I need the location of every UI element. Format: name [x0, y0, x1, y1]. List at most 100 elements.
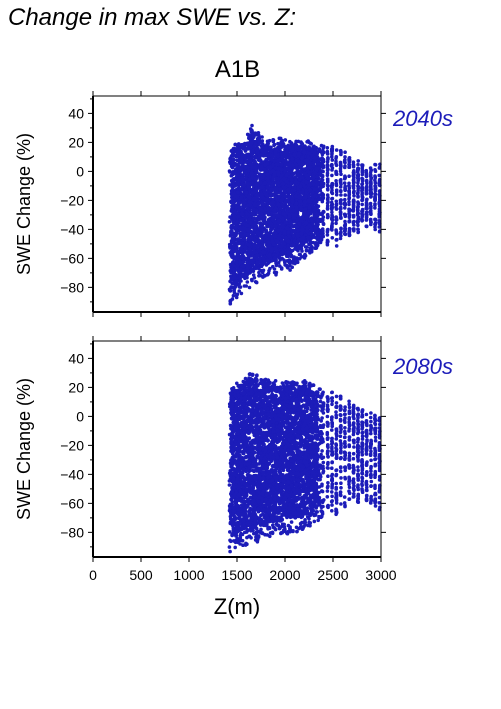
- data-point: [238, 285, 243, 289]
- data-point: [258, 172, 263, 178]
- data-point: [309, 142, 314, 146]
- data-point: [296, 257, 300, 261]
- data-point: [356, 465, 360, 469]
- data-point: [240, 225, 246, 230]
- data-point: [338, 201, 343, 205]
- data-point: [290, 156, 295, 161]
- data-point: [326, 156, 330, 161]
- data-point: [296, 244, 301, 249]
- data-point: [368, 173, 373, 178]
- data-point: [251, 273, 256, 277]
- data-point: [352, 175, 356, 180]
- data-point: [301, 235, 306, 240]
- data-point: [339, 193, 343, 197]
- data-point: [313, 226, 318, 231]
- data-point: [321, 181, 326, 186]
- data-point: [250, 211, 255, 217]
- data-point: [334, 202, 339, 206]
- data-point: [248, 239, 253, 244]
- data-point: [347, 215, 352, 219]
- data-point: [338, 231, 343, 236]
- data-point: [259, 164, 264, 170]
- data-point: [356, 184, 361, 189]
- data-point: [360, 202, 365, 207]
- data-point: [234, 264, 240, 269]
- data-point: [267, 145, 272, 150]
- data-point: [245, 181, 251, 186]
- data-point: [326, 195, 330, 200]
- data-point: [250, 149, 255, 154]
- y-tick-label: −20: [60, 192, 84, 208]
- data-point: [250, 131, 256, 137]
- data-point: [355, 167, 360, 172]
- data-point: [356, 162, 360, 167]
- data-point: [258, 180, 263, 185]
- data-point: [338, 430, 343, 434]
- data-point: [302, 256, 307, 260]
- data-point: [334, 155, 339, 159]
- data-point: [373, 457, 378, 461]
- data-point: [273, 224, 278, 229]
- data-point: [347, 233, 352, 237]
- data-point: [351, 451, 356, 456]
- data-point: [338, 425, 343, 429]
- data-point: [334, 401, 339, 405]
- data-point: [265, 175, 271, 180]
- data-point: [294, 143, 299, 149]
- data-point: [228, 530, 232, 534]
- data-point: [352, 227, 356, 232]
- data-point: [313, 193, 318, 198]
- data-point: [255, 230, 260, 235]
- data-point: [229, 252, 234, 258]
- data-point: [298, 145, 304, 150]
- data-point: [272, 256, 278, 261]
- data-point: [330, 168, 334, 172]
- data-point: [291, 215, 297, 220]
- data-point: [364, 187, 369, 192]
- data-point: [364, 200, 369, 205]
- data-point: [307, 209, 312, 215]
- data-point: [296, 173, 301, 178]
- data-point: [234, 245, 239, 250]
- data-point: [306, 235, 311, 240]
- data-point: [269, 201, 274, 207]
- data-point: [297, 252, 302, 257]
- data-point: [330, 490, 334, 494]
- data-point: [334, 244, 339, 248]
- data-point: [356, 468, 360, 473]
- data-point: [373, 163, 378, 167]
- data-point: [343, 150, 347, 154]
- data-point: [325, 180, 330, 184]
- data-point: [241, 200, 247, 206]
- data-point: [339, 215, 343, 220]
- data-point: [355, 221, 360, 225]
- data-point: [318, 186, 322, 191]
- data-point: [338, 434, 343, 439]
- data-point: [244, 263, 250, 268]
- data-point: [276, 218, 282, 224]
- data-point: [343, 193, 348, 197]
- data-point: [347, 165, 351, 169]
- data-point: [260, 215, 266, 220]
- data-point: [286, 266, 290, 270]
- data-point: [339, 198, 343, 202]
- data-point: [364, 168, 369, 173]
- data-point: [316, 235, 320, 240]
- data-point: [305, 158, 310, 164]
- data-point: [351, 184, 356, 188]
- data-point: [239, 159, 244, 165]
- data-point: [245, 206, 251, 211]
- data-point: [252, 159, 257, 164]
- data-point: [373, 430, 378, 434]
- data-point: [229, 223, 234, 229]
- data-point: [334, 221, 338, 226]
- data-point: [290, 196, 295, 201]
- data-point: [360, 163, 365, 167]
- data-point: [325, 146, 330, 150]
- data-point: [351, 213, 356, 218]
- data-point: [268, 220, 273, 225]
- data-point: [314, 182, 320, 187]
- data-point: [272, 186, 278, 191]
- data-point: [267, 253, 272, 259]
- data-point: [373, 225, 377, 229]
